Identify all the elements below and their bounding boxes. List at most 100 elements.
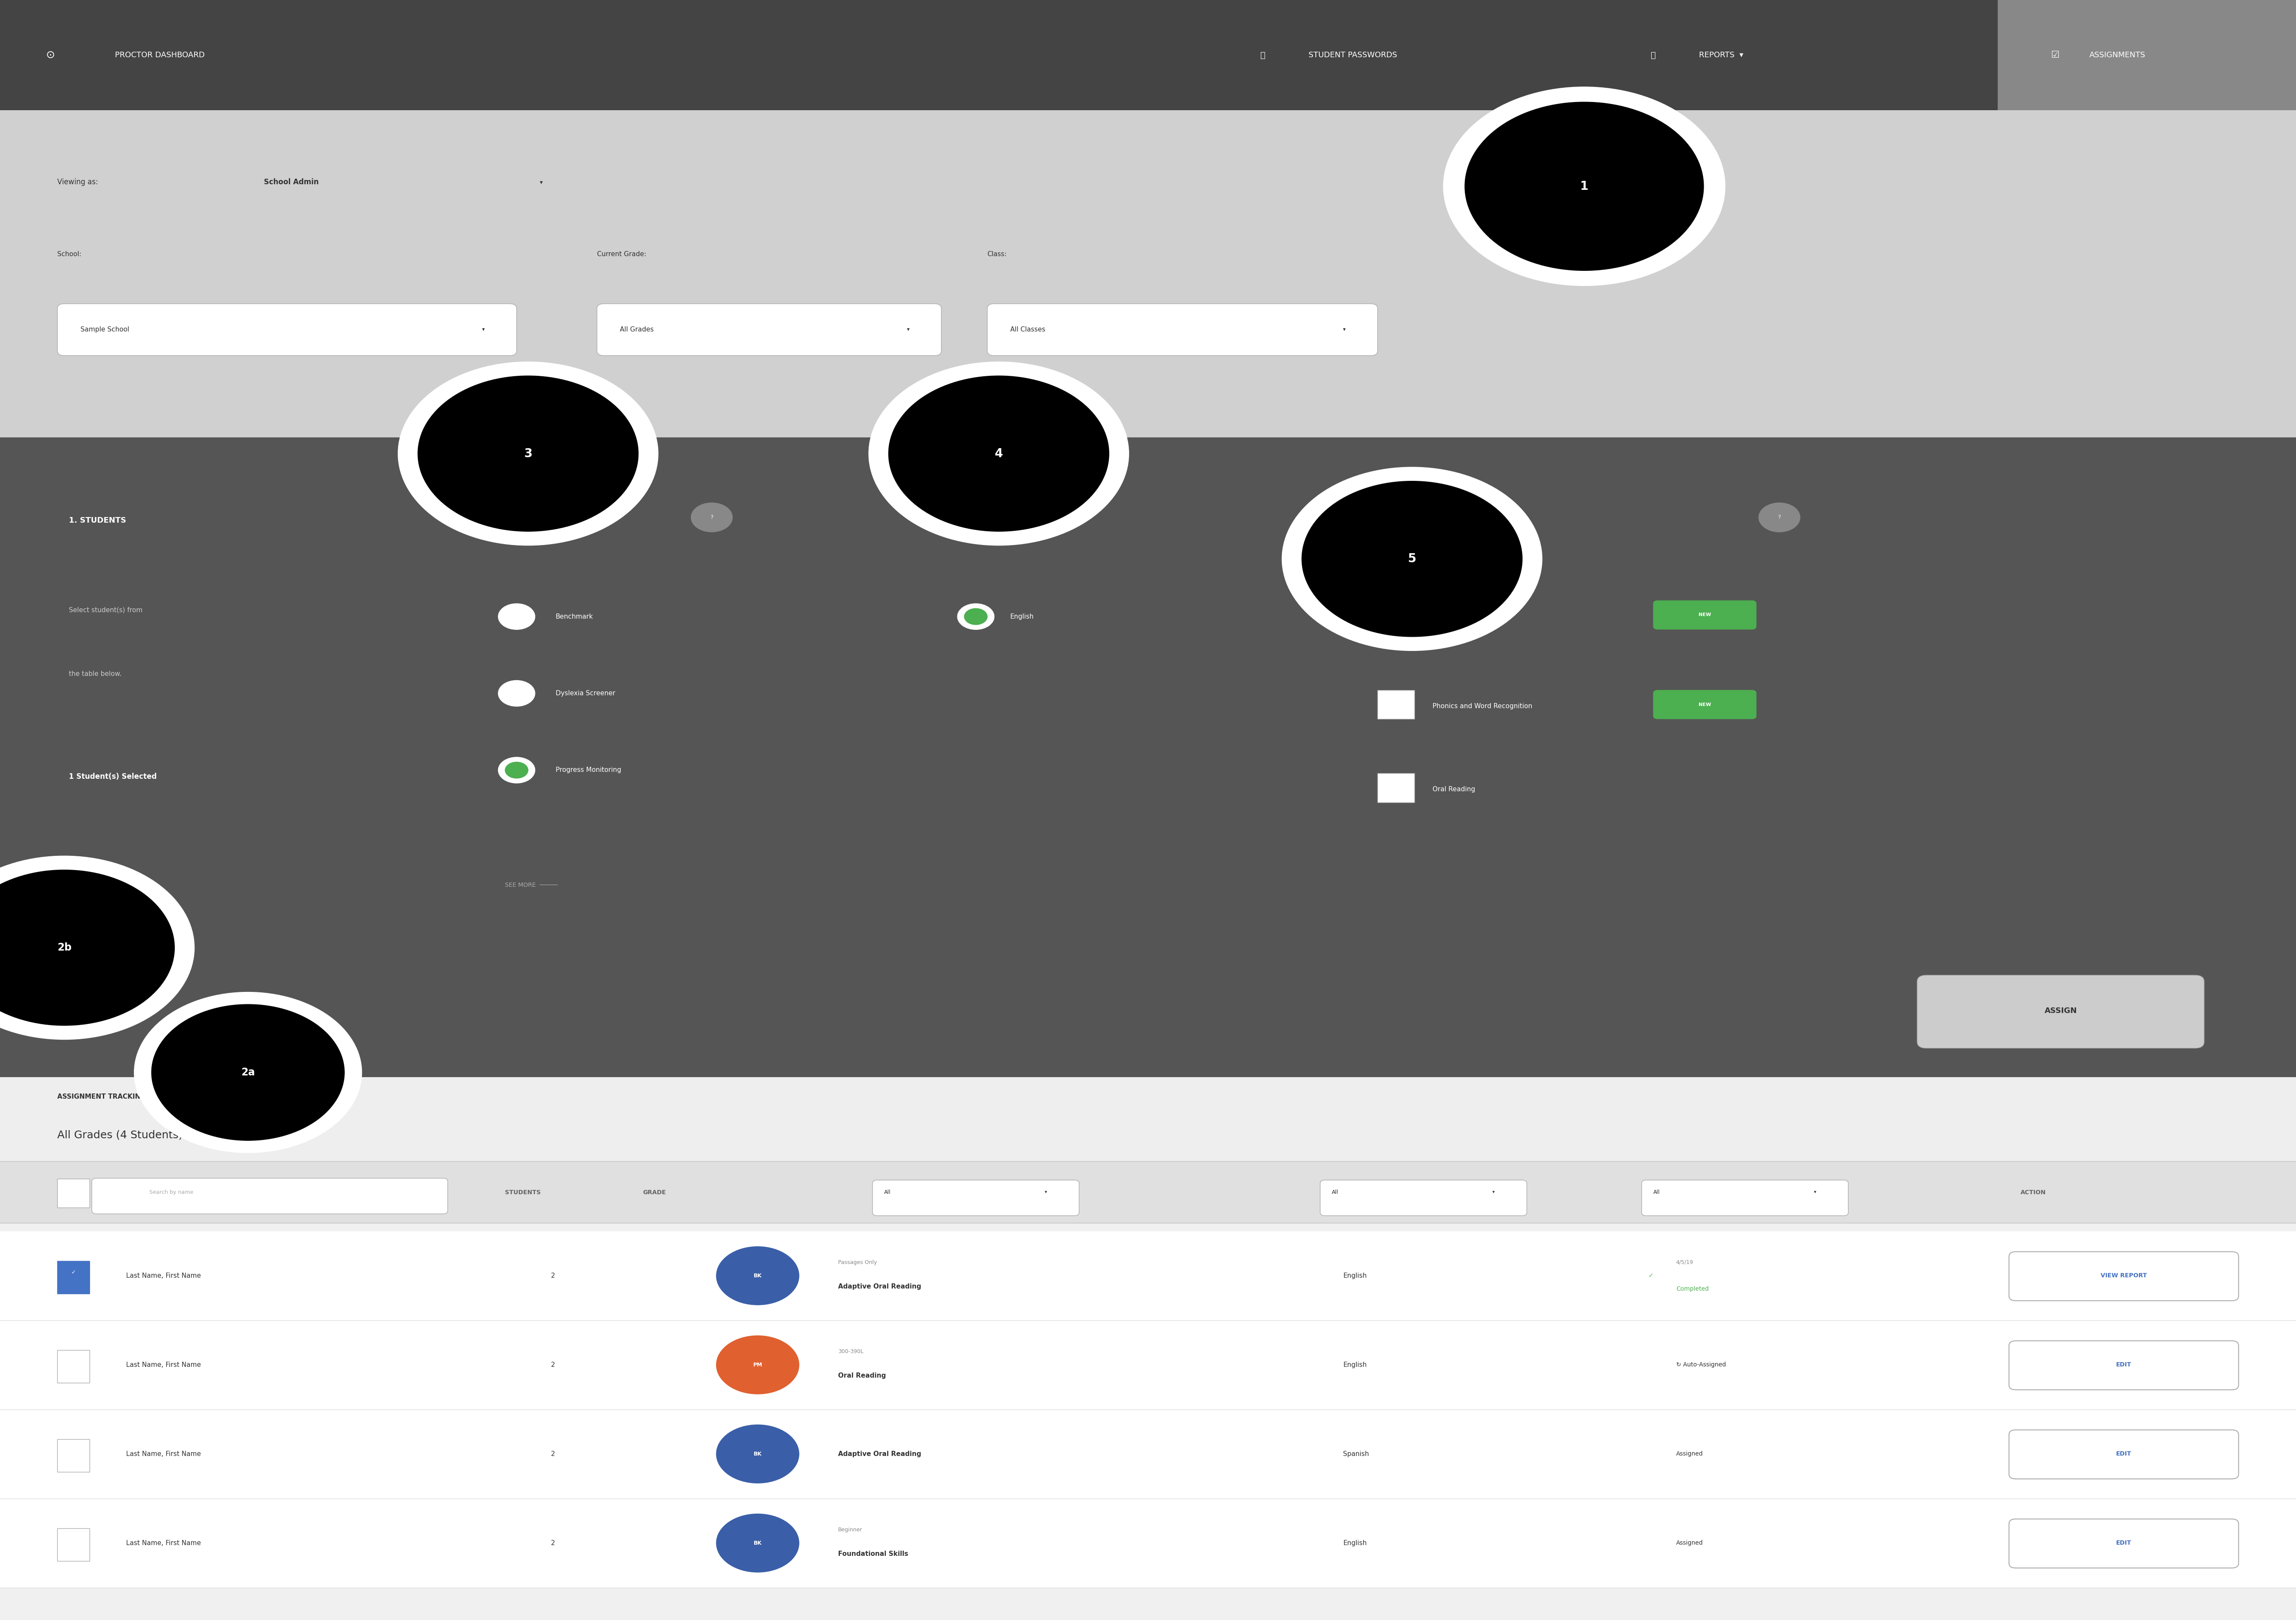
Text: Current Grade:: Current Grade: [597,251,645,258]
Text: the table below.: the table below. [69,671,122,677]
Circle shape [716,1335,799,1393]
Text: English: English [1343,1541,1366,1545]
Text: 4: 4 [994,447,1003,460]
Text: 1 Student(s) Selected: 1 Student(s) Selected [69,773,156,781]
Text: 4. TEST SUBTYPE: 4. TEST SUBTYPE [1378,517,1453,525]
Text: BK: BK [753,1452,762,1456]
Text: Search by name: Search by name [149,1189,193,1196]
Circle shape [716,1513,799,1571]
Text: 2b: 2b [57,943,71,953]
Text: Viewing as:: Viewing as: [57,178,101,186]
Circle shape [1465,102,1704,271]
Circle shape [498,680,535,706]
Circle shape [716,1426,799,1484]
Circle shape [691,502,732,531]
Circle shape [0,870,174,1025]
Text: ▾: ▾ [1343,327,1345,332]
Text: 2: 2 [551,1452,556,1456]
Text: 2. TEST: 2. TEST [505,517,540,525]
FancyBboxPatch shape [2009,1520,2239,1568]
FancyBboxPatch shape [2009,1341,2239,1390]
FancyBboxPatch shape [57,1351,90,1382]
Text: EDIT: EDIT [2117,1452,2131,1456]
Circle shape [418,376,638,531]
FancyBboxPatch shape [57,1529,90,1562]
Text: Last Name, First Name: Last Name, First Name [126,1362,202,1367]
Text: ASSIGNED TEST: ASSIGNED TEST [872,1189,925,1196]
Text: 1: 1 [1580,180,1589,193]
Text: NEW: NEW [1699,612,1711,617]
Circle shape [152,1004,344,1140]
Text: 4/5/19: 4/5/19 [1676,1260,1694,1265]
Text: EDIT: EDIT [2117,1362,2131,1367]
Text: Select student(s) from: Select student(s) from [69,608,142,614]
Text: All: All [884,1189,891,1196]
Text: BK: BK [753,1273,762,1278]
FancyBboxPatch shape [1320,1179,1527,1215]
Text: ☑: ☑ [2050,50,2060,60]
Text: 3. TEST LANGUAGE: 3. TEST LANGUAGE [964,517,1047,525]
Circle shape [1759,502,1800,531]
Circle shape [868,361,1130,546]
FancyBboxPatch shape [872,1179,1079,1215]
FancyBboxPatch shape [2009,1430,2239,1479]
FancyBboxPatch shape [0,1077,2296,1166]
Text: Assigned: Assigned [1676,1541,1704,1545]
Text: Adaptive Oral Reading: Adaptive Oral Reading [838,1283,921,1290]
Text: ▾: ▾ [1045,1191,1047,1194]
Text: EDIT: EDIT [2117,1541,2131,1545]
FancyBboxPatch shape [597,305,941,356]
Text: Oral Reading: Oral Reading [838,1372,886,1379]
Text: Dyslexia Screener: Dyslexia Screener [556,690,615,697]
Circle shape [964,609,987,625]
Circle shape [957,604,994,630]
Text: ✓: ✓ [1649,1273,1653,1278]
FancyBboxPatch shape [1378,690,1414,719]
Text: School:: School: [57,251,80,258]
Text: Progress Monitoring: Progress Monitoring [556,766,622,773]
Circle shape [1302,481,1522,637]
Circle shape [498,757,535,782]
Text: Last Name, First Name: Last Name, First Name [126,1541,202,1545]
Text: VIEW REPORT: VIEW REPORT [2101,1273,2147,1278]
Circle shape [889,376,1109,531]
Text: 2: 2 [551,1362,556,1367]
Text: All: All [1653,1189,1660,1196]
FancyBboxPatch shape [0,1409,2296,1498]
FancyBboxPatch shape [1917,975,2204,1048]
Text: Class:: Class: [987,251,1008,258]
FancyBboxPatch shape [0,0,1998,110]
Text: ▾: ▾ [1492,1191,1495,1194]
Text: PROCTOR DASHBOARD: PROCTOR DASHBOARD [115,52,204,58]
Text: 5: 5 [1407,552,1417,565]
Text: Assigned: Assigned [1676,1452,1704,1456]
Text: STUDENTS: STUDENTS [505,1189,542,1196]
FancyBboxPatch shape [92,1178,448,1213]
FancyBboxPatch shape [57,1260,90,1293]
Text: ?: ? [709,515,714,520]
Text: Foundational Skills: Foundational Skills [838,1550,909,1557]
Text: ACTION: ACTION [2020,1189,2046,1196]
Text: STUDENT PASSWORDS: STUDENT PASSWORDS [1309,52,1398,58]
Text: NEW: NEW [1699,703,1711,706]
Text: ASSIGNMENTS: ASSIGNMENTS [2089,52,2144,58]
Text: ▾: ▾ [907,327,909,332]
FancyBboxPatch shape [0,1320,2296,1409]
Text: Passages Only: Passages Only [838,1260,877,1265]
Text: Completed: Completed [1676,1286,1708,1293]
Text: 🔒: 🔒 [1261,50,1265,60]
Text: SEE MORE  ─────: SEE MORE ───── [505,883,558,888]
Text: All Grades (4 Students): All Grades (4 Students) [57,1131,184,1140]
Text: 3: 3 [523,447,533,460]
Text: Adaptive Oral Reading: Adaptive Oral Reading [838,1452,921,1456]
Circle shape [397,361,659,546]
Text: 2a: 2a [241,1068,255,1077]
Text: LANGUAGE: LANGUAGE [1332,1189,1368,1196]
FancyBboxPatch shape [57,1179,90,1209]
Circle shape [1281,467,1543,651]
Text: Spanish: Spanish [1343,1452,1368,1456]
FancyBboxPatch shape [1642,1179,1848,1215]
Text: 2: 2 [551,1541,556,1545]
Text: ↻ Auto-Assigned: ↻ Auto-Assigned [1676,1362,1727,1367]
Text: PM: PM [753,1362,762,1367]
